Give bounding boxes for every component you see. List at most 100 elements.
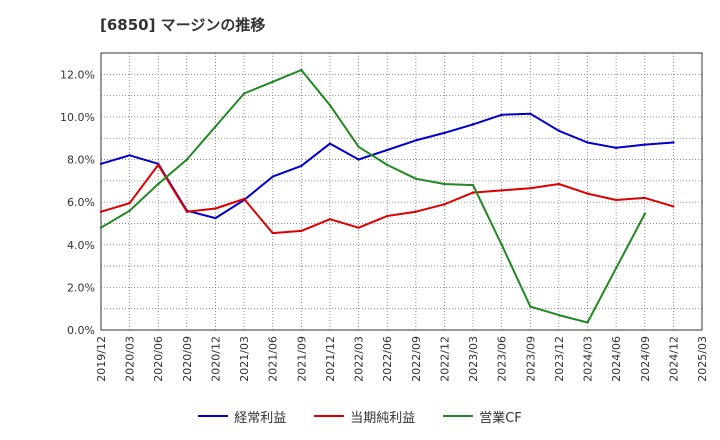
chart-plot: 0.0% 2.0% 4.0% 6.0% 8.0% 10.0% 12.0% 2019/12 202…: [60, 52, 709, 382]
data-point-series-2: [443, 182, 446, 186]
plot-area: [101, 53, 702, 330]
x-tick-label: 2019/12: [95, 336, 108, 382]
legend-item-series-1[interactable]: 当期純利益: [314, 407, 415, 426]
x-tick-label: 2023/09: [524, 336, 537, 382]
legend-swatch-series-0: [198, 415, 229, 417]
x-tick-label: 2024/12: [667, 336, 680, 382]
chart-title: [6850] マージンの推移: [100, 16, 266, 34]
x-tick-label: 2021/03: [238, 336, 251, 382]
data-point-series-1: [557, 182, 561, 186]
data-point-series-1: [214, 207, 217, 210]
data-point-series-1: [328, 218, 332, 221]
x-tick-label: 2021/12: [324, 336, 337, 382]
data-point-series-2: [643, 212, 646, 216]
x-tick-label: 2021/09: [295, 336, 308, 382]
legend-swatch-series-1: [314, 415, 345, 417]
data-point-series-0: [99, 162, 103, 165]
data-point-series-2: [414, 177, 418, 180]
data-point-series-2: [614, 267, 618, 270]
data-point-series-0: [328, 142, 332, 145]
x-tick-label: 2020/09: [181, 336, 194, 382]
y-tick-label: 6.0%: [67, 196, 95, 209]
data-point-series-1: [529, 187, 532, 190]
data-point-series-2: [300, 68, 303, 72]
data-point-series-0: [500, 113, 503, 116]
y-tick-label: 2.0%: [67, 281, 95, 294]
data-point-series-1: [443, 203, 446, 206]
data-point-series-2: [214, 125, 217, 128]
data-point-series-1: [500, 189, 503, 192]
data-point-series-0: [529, 112, 532, 115]
x-tick-label: 2020/03: [124, 336, 137, 382]
x-tick-label: 2024/03: [582, 336, 595, 382]
x-tick-label: 2022/06: [381, 336, 394, 382]
data-point-series-1: [242, 197, 246, 201]
x-tick-label: 2023/03: [467, 336, 480, 382]
x-tick-label: 2022/03: [353, 336, 366, 382]
y-tick-label: 0.0%: [67, 324, 95, 337]
legend-label-series-0: 経常利益: [234, 410, 287, 426]
data-point-series-1: [614, 198, 618, 202]
data-point-series-2: [242, 92, 246, 95]
legend-swatch-series-2: [443, 415, 474, 417]
data-point-series-1: [586, 192, 589, 195]
data-point-series-0: [643, 143, 646, 146]
data-point-series-1: [385, 214, 389, 218]
data-point-series-1: [672, 205, 675, 208]
data-point-series-0: [614, 146, 618, 150]
data-point-series-0: [471, 123, 475, 126]
data-point-series-1: [643, 196, 646, 200]
x-tick-label: 2022/09: [410, 336, 423, 382]
legend-label-series-2: 営業CF: [479, 410, 522, 426]
data-point-series-1: [471, 191, 475, 194]
data-point-series-1: [99, 210, 103, 213]
data-point-series-2: [185, 158, 189, 161]
data-point-series-0: [672, 141, 675, 144]
y-tick-label: 12.0%: [60, 68, 95, 81]
data-point-series-2: [99, 226, 103, 229]
data-point-series-0: [414, 139, 418, 142]
x-tick-label: 2024/09: [639, 336, 652, 382]
data-point-series-1: [414, 210, 418, 213]
data-point-series-2: [529, 305, 532, 308]
data-point-series-1: [185, 210, 189, 213]
legend-label-series-1: 当期純利益: [350, 410, 416, 426]
data-point-series-2: [328, 104, 332, 107]
data-point-series-1: [271, 231, 274, 235]
data-point-series-2: [271, 80, 274, 83]
data-point-series-2: [357, 145, 360, 148]
x-tick-label: 2023/12: [553, 336, 566, 382]
x-tick-label: 2022/12: [438, 336, 451, 382]
data-point-series-2: [128, 209, 131, 212]
data-point-series-2: [586, 321, 589, 324]
data-point-series-0: [214, 216, 217, 220]
data-point-series-0: [300, 164, 303, 168]
data-point-series-1: [300, 229, 303, 233]
data-point-series-2: [157, 182, 160, 186]
y-tick-label: 8.0%: [67, 154, 95, 167]
legend-item-series-2[interactable]: 営業CF: [443, 407, 522, 426]
x-tick-label: 2024/06: [610, 336, 623, 382]
data-point-series-0: [443, 131, 446, 135]
x-tick-label: 2020/12: [209, 336, 222, 382]
x-tick-label: 2025/03: [696, 336, 709, 382]
data-point-series-2: [471, 183, 475, 187]
x-tick-label: 2023/06: [496, 336, 509, 382]
data-point-series-1: [357, 226, 360, 229]
data-point-series-2: [500, 243, 503, 246]
data-point-series-0: [586, 141, 589, 144]
data-point-series-1: [128, 202, 131, 205]
legend-item-series-0[interactable]: 経常利益: [198, 407, 286, 426]
data-point-series-2: [385, 163, 389, 167]
data-point-series-0: [271, 175, 274, 178]
data-point-series-0: [357, 158, 360, 161]
data-point-series-1: [157, 163, 160, 167]
x-tick-label: 2020/06: [152, 336, 165, 382]
y-tick-label: 4.0%: [67, 239, 95, 252]
data-point-series-2: [557, 313, 561, 317]
data-point-series-0: [557, 129, 561, 132]
series-line-2: [100, 69, 646, 324]
x-tick-label: 2021/06: [267, 336, 280, 382]
plot-frame: [100, 52, 703, 331]
chart-legend: 経常利益 当期純利益 営業CF: [0, 404, 720, 428]
